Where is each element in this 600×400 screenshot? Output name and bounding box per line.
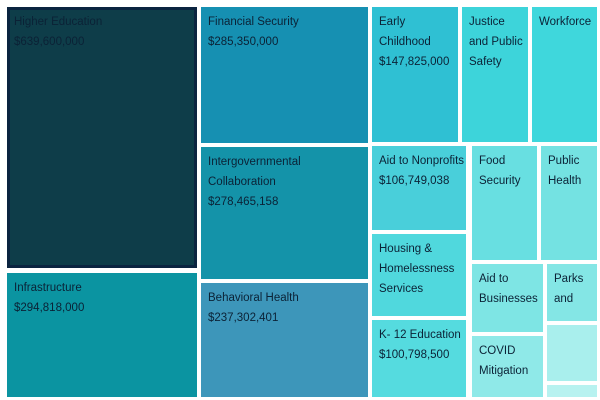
treemap-cell-intergovernmental-collaboration[interactable]: Intergovernmental Collaboration $278,465… bbox=[201, 147, 368, 279]
cell-label: Infrastructure bbox=[14, 282, 82, 294]
treemap-cell-behavioral-health[interactable]: Behavioral Health $237,302,401 bbox=[201, 283, 368, 397]
treemap-cell-higher-education[interactable]: Higher Education $639,600,000 bbox=[7, 7, 197, 268]
cell-label: Justice and Public Safety bbox=[469, 16, 523, 68]
treemap-cell-early-childhood[interactable]: Early Childhood $147,825,000 bbox=[372, 7, 458, 142]
cell-value: $237,302,401 bbox=[208, 312, 279, 324]
treemap-cell-unlabeled-2[interactable] bbox=[547, 385, 597, 397]
treemap-cell-financial-security[interactable]: Financial Security $285,350,000 bbox=[201, 7, 368, 143]
treemap-cell-public-health[interactable]: Public Health bbox=[541, 146, 597, 260]
cell-label: Higher Education bbox=[14, 16, 103, 28]
treemap-cell-workforce[interactable]: Workforce bbox=[532, 7, 597, 142]
treemap-cell-unlabeled-1[interactable] bbox=[547, 325, 597, 381]
treemap-cell-aid-to-businesses[interactable]: Aid to Businesses bbox=[472, 264, 543, 332]
cell-label: Public Health bbox=[548, 155, 582, 187]
cell-label: Housing & Homelessness Services bbox=[379, 243, 455, 295]
treemap-cell-infrastructure[interactable]: Infrastructure $294,818,000 bbox=[7, 273, 197, 397]
cell-label: Food Security bbox=[479, 155, 521, 187]
cell-value: $147,825,000 bbox=[379, 56, 450, 68]
cell-value: $106,749,038 bbox=[379, 175, 450, 187]
cell-label: COVID Mitigation bbox=[479, 345, 529, 377]
cell-label: Aid to Nonprofits bbox=[379, 155, 465, 167]
cell-label: Parks and bbox=[554, 273, 584, 305]
treemap-cell-housing-homelessness-services[interactable]: Housing & Homelessness Services bbox=[372, 234, 466, 316]
cell-label: Workforce bbox=[539, 16, 592, 28]
cell-label: Aid to Businesses bbox=[479, 273, 538, 305]
cell-value: $285,350,000 bbox=[208, 36, 279, 48]
cell-value: $639,600,000 bbox=[14, 36, 85, 48]
cell-value: $294,818,000 bbox=[14, 302, 85, 314]
cell-label: Financial Security bbox=[208, 16, 299, 28]
treemap-cell-justice-and-public-safety[interactable]: Justice and Public Safety bbox=[462, 7, 528, 142]
cell-label: Early Childhood bbox=[379, 16, 431, 48]
treemap-cell-covid-mitigation[interactable]: COVID Mitigation bbox=[472, 336, 543, 397]
treemap-cell-aid-to-nonprofits[interactable]: Aid to Nonprofits $106,749,038 bbox=[372, 146, 466, 230]
treemap-cell-k12-education[interactable]: K- 12 Education $100,798,500 bbox=[372, 320, 466, 397]
cell-value: $278,465,158 bbox=[208, 196, 279, 208]
treemap-cell-parks-and[interactable]: Parks and bbox=[547, 264, 597, 321]
cell-label: K- 12 Education bbox=[379, 329, 461, 341]
treemap-cell-food-security[interactable]: Food Security bbox=[472, 146, 537, 260]
cell-value: $100,798,500 bbox=[379, 349, 450, 361]
cell-label: Intergovernmental Collaboration bbox=[208, 156, 301, 188]
cell-label: Behavioral Health bbox=[208, 292, 299, 304]
